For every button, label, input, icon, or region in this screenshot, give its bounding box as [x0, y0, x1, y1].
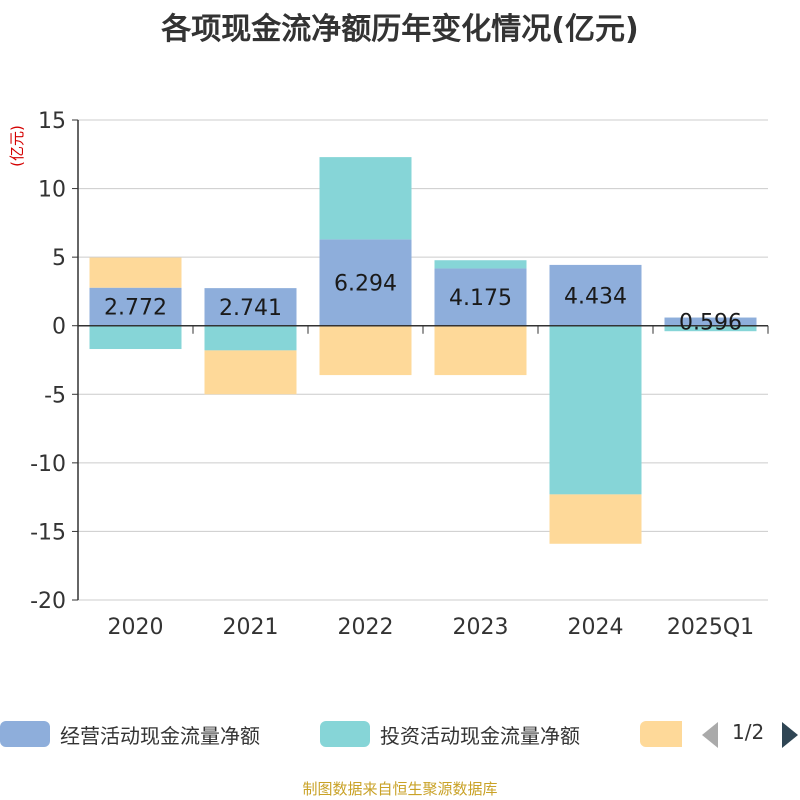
x-tick-label-2023: 2023 — [453, 615, 509, 640]
data-label-2021: 2.741 — [219, 296, 282, 321]
data-label-2025Q1: 0.596 — [679, 311, 742, 336]
legend-label-investing: 投资活动现金流量净额 — [380, 724, 580, 748]
legend-next-icon[interactable] — [782, 722, 798, 748]
bar-2023-series-2[interactable] — [434, 325, 527, 376]
chart-title: 各项现金流净额历年变化情况(亿元) — [161, 12, 639, 47]
y-tick-label: -20 — [30, 589, 66, 614]
x-tick-label-2024: 2024 — [568, 615, 624, 640]
x-tick-label-2021: 2021 — [223, 615, 279, 640]
bar-2022-series-0[interactable] — [319, 239, 412, 326]
legend: 经营活动现金流量净额 投资活动现金流量净额 1/2 — [0, 716, 800, 752]
bar-2023-series-0[interactable] — [434, 268, 527, 326]
legend-label-operating: 经营活动现金流量净额 — [60, 724, 260, 748]
x-tick-label-2025Q1: 2025Q1 — [667, 615, 754, 640]
data-label-2022: 6.294 — [334, 272, 397, 297]
gridlines — [78, 119, 768, 601]
y-tick-label: 5 — [52, 246, 66, 271]
legend-page-indicator: 1/2 — [732, 720, 765, 744]
bar-2021-series-0[interactable] — [204, 288, 297, 326]
y-tick-label: -10 — [30, 452, 66, 477]
legend-prev-icon[interactable] — [702, 722, 718, 748]
y-tick-label: -15 — [30, 520, 66, 545]
x-tick-label-2020: 2020 — [108, 615, 164, 640]
y-axis-label: (亿元) — [8, 125, 26, 167]
legend-swatch-investing — [320, 721, 370, 747]
bar-2022-series-1[interactable] — [319, 157, 412, 240]
bar-2023-series-1[interactable] — [434, 260, 527, 269]
data-source-note: 制图数据来自恒生聚源数据库 — [302, 780, 498, 798]
y-tick-label: 15 — [38, 109, 66, 134]
y-tick-label: -5 — [44, 383, 66, 408]
axes: 15 10 5 0 -5 -10 -15 -20 2020 2021 2022 2023 2024 202… — [30, 109, 769, 640]
bar-2020-series-1[interactable] — [89, 325, 182, 350]
bar-2025Q1-series-1[interactable] — [664, 325, 757, 332]
data-label-2023: 4.175 — [449, 286, 512, 311]
legend-swatch-financing — [640, 721, 682, 747]
bar-2020-series-0[interactable] — [89, 287, 182, 326]
y-tick-label: 10 — [38, 178, 66, 203]
bar-2022-series-2[interactable] — [319, 325, 412, 376]
bar-2021-series-2[interactable] — [204, 350, 297, 395]
bars[interactable] — [89, 157, 757, 544]
bar-2020-series-2[interactable] — [89, 257, 182, 288]
data-label-2020: 2.772 — [104, 296, 167, 321]
bar-2024-series-0[interactable] — [549, 264, 642, 326]
bar-2025Q1-series-0[interactable] — [664, 317, 757, 326]
bar-2024-series-2[interactable] — [549, 494, 642, 544]
data-labels: 2.772 2.741 6.294 4.175 4.434 0.596 — [104, 272, 742, 336]
data-label-2024: 4.434 — [564, 284, 627, 309]
bar-2021-series-1[interactable] — [204, 325, 297, 351]
y-tick-label: 0 — [52, 315, 66, 340]
x-tick-label-2022: 2022 — [338, 615, 394, 640]
legend-swatch-operating — [0, 721, 50, 747]
bar-2024-series-1[interactable] — [549, 325, 642, 495]
